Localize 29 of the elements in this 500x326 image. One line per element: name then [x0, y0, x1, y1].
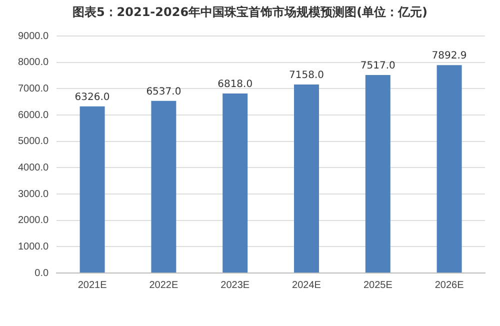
y-tick-label: 9000.0 — [18, 30, 50, 42]
x-tick-label: 2023E — [220, 280, 250, 291]
data-label: 7517.0 — [360, 60, 396, 72]
data-label: 7158.0 — [288, 70, 324, 82]
x-tick-label: 2022E — [149, 280, 178, 291]
y-tick-label: 2000.0 — [18, 215, 50, 226]
bar — [365, 75, 390, 272]
bar — [151, 100, 176, 272]
y-tick-label: 1000.0 — [18, 241, 50, 252]
bar — [222, 93, 248, 272]
chart-title: 图表5：2021-2026年中国珠宝首饰市场规模预测图(单位：亿元) — [71, 4, 429, 21]
x-tick-label: 2024E — [292, 280, 322, 291]
x-tick-label: 2025E — [363, 280, 393, 291]
bar — [80, 106, 105, 272]
x-tick-label: 2021E — [78, 280, 108, 291]
data-label: 6537.0 — [146, 86, 182, 98]
data-label: 6326.0 — [74, 92, 110, 104]
bar — [294, 84, 319, 272]
x-tick-label: 2026E — [434, 280, 464, 291]
bar — [436, 65, 462, 272]
y-tick-label: 6000.0 — [18, 110, 50, 121]
y-tick-label: 5000.0 — [18, 136, 50, 148]
y-tick-label: 0.0 — [34, 268, 50, 279]
y-tick-label: 3000.0 — [18, 188, 50, 200]
y-tick-label: 7000.0 — [18, 83, 50, 94]
data-label: 7892.9 — [432, 50, 467, 62]
y-tick-label: 8000.0 — [18, 57, 50, 68]
y-tick-label: 4000.0 — [18, 162, 50, 174]
data-label: 6818.0 — [218, 79, 253, 90]
